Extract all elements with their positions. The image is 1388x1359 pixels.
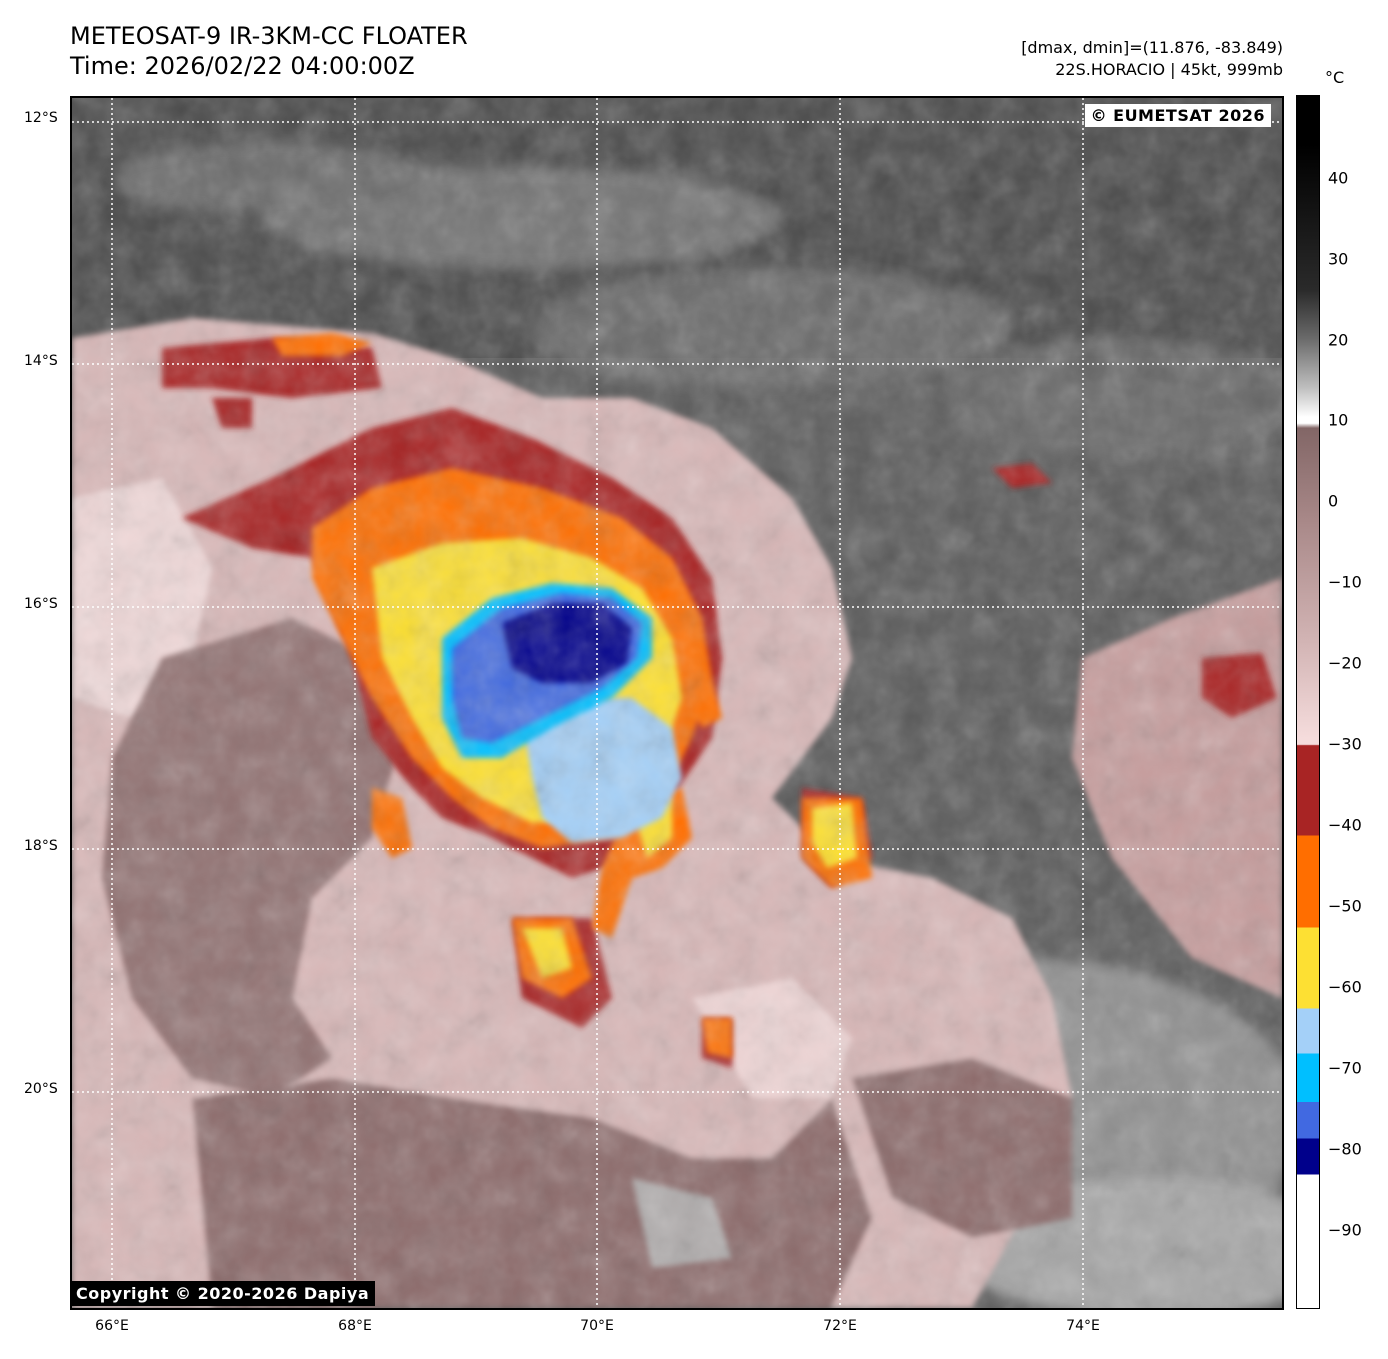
map-title: METEOSAT-9 IR-3KM-CC FLOATER bbox=[70, 22, 468, 50]
satellite-map[interactable] bbox=[70, 96, 1284, 1310]
lon-label-70e: 70°E bbox=[580, 1318, 614, 1334]
satellite-imagery bbox=[72, 98, 1282, 1308]
colorbar-tick-minus20: −20 bbox=[1328, 653, 1362, 673]
lat-label-16s: 16°S bbox=[24, 596, 58, 612]
storm-info-label: 22S.HORACIO | 45kt, 999mb bbox=[1055, 60, 1283, 79]
colorbar-tick-minus60: −60 bbox=[1328, 977, 1362, 997]
map-timestamp: Time: 2026/02/22 04:00:00Z bbox=[70, 52, 415, 80]
colorbar bbox=[1296, 95, 1320, 1309]
colorbar-tick-minus50: −50 bbox=[1328, 896, 1362, 916]
colorbar-tick-minus40: −40 bbox=[1328, 815, 1362, 835]
lon-label-72e: 72°E bbox=[823, 1318, 857, 1334]
colorbar-tick-minus80: −80 bbox=[1328, 1139, 1362, 1159]
lon-label-66e: 66°E bbox=[95, 1318, 129, 1334]
colorbar-tick-40: 40 bbox=[1328, 168, 1349, 188]
colorbar-tick-30: 30 bbox=[1328, 249, 1349, 269]
lat-label-12s: 12°S bbox=[24, 110, 58, 126]
colorbar-tick-20: 20 bbox=[1328, 330, 1349, 350]
lat-label-14s: 14°S bbox=[24, 353, 58, 369]
colorbar-tick-minus30: −30 bbox=[1328, 734, 1362, 754]
colorbar-tick-minus70: −70 bbox=[1328, 1058, 1362, 1078]
lat-label-18s: 18°S bbox=[24, 838, 58, 854]
lon-label-68e: 68°E bbox=[338, 1318, 372, 1334]
copyright-watermark: Copyright © 2020-2026 Dapiya bbox=[70, 1281, 376, 1306]
lat-label-20s: 20°S bbox=[24, 1081, 58, 1097]
eumetsat-watermark: © EUMETSAT 2026 bbox=[1084, 104, 1271, 127]
lon-label-74e: 74°E bbox=[1066, 1318, 1100, 1334]
colorbar-tick-10: 10 bbox=[1328, 410, 1349, 430]
colorbar-tick-minus10: −10 bbox=[1328, 572, 1362, 592]
colorbar-tick-minus90: −90 bbox=[1328, 1220, 1362, 1240]
colorbar-tick-0: 0 bbox=[1328, 491, 1339, 511]
colorbar-unit: °C bbox=[1325, 68, 1345, 87]
data-range-label: [dmax, dmin]=(11.876, -83.849) bbox=[1021, 38, 1283, 57]
